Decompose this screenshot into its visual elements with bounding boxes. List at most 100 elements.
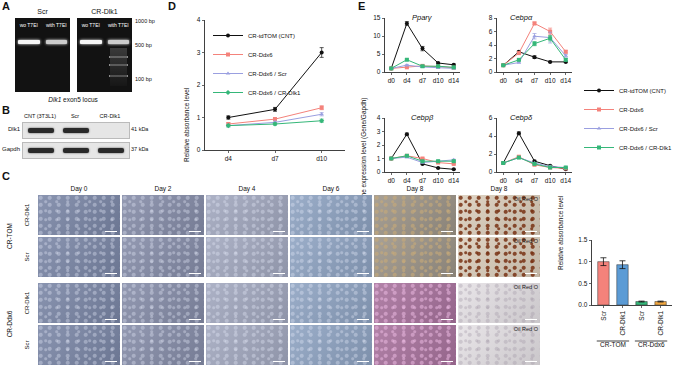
svg-text:6: 6 xyxy=(489,28,493,35)
svg-text:d4: d4 xyxy=(403,177,411,184)
svg-text:6: 6 xyxy=(489,114,493,121)
svg-text:d10: d10 xyxy=(433,177,444,184)
html-text:D: D xyxy=(168,0,176,12)
svg-text:d7: d7 xyxy=(531,77,539,84)
svg-text:CR-Ddx6: CR-Ddx6 xyxy=(248,52,273,58)
html-text:E: E xyxy=(358,0,366,12)
svg-text:d0: d0 xyxy=(388,177,396,184)
html-text:A: A xyxy=(2,0,10,12)
svg-text:d4: d4 xyxy=(403,77,411,84)
svg-text:d14: d14 xyxy=(448,77,459,84)
svg-text:1: 1 xyxy=(197,114,201,121)
svg-text:d7: d7 xyxy=(531,177,539,184)
html-text:CR-Dlk1: CR-Dlk1 xyxy=(91,7,118,15)
svg-text:CR-Ddx6 / Scr: CR-Ddx6 / Scr xyxy=(248,71,287,77)
svg-text:d10: d10 xyxy=(545,77,556,84)
svg-text:Scr: Scr xyxy=(638,310,645,321)
html-text:Day 8: Day 8 xyxy=(406,184,424,192)
svg-text:d14: d14 xyxy=(448,177,459,184)
svg-text:Pparγ: Pparγ xyxy=(412,13,433,22)
svg-text:d4: d4 xyxy=(225,155,233,162)
html-text:CR-Dlk1: CR-Dlk1 xyxy=(99,113,121,119)
svg-text:d7: d7 xyxy=(419,77,427,84)
html-text:Day 0: Day 0 xyxy=(70,184,88,192)
svg-text:4: 4 xyxy=(377,114,381,121)
svg-text:Cebpα: Cebpα xyxy=(510,13,533,22)
svg-text:5: 5 xyxy=(377,50,381,57)
html-text:wo T7EI: wo T7EI xyxy=(81,22,100,28)
svg-text:2: 2 xyxy=(377,141,381,148)
svg-text:4: 4 xyxy=(197,16,201,23)
html-text:CNT (3T3L1): CNT (3T3L1) xyxy=(24,113,56,119)
html-text:1000 bp: 1000 bp xyxy=(135,18,155,24)
svg-text:Cebpβ: Cebpβ xyxy=(411,113,434,122)
html-text:Day 6: Day 6 xyxy=(322,184,340,192)
svg-text:CR-Ddx6 / CR-Dlk1: CR-Ddx6 / CR-Dlk1 xyxy=(619,145,672,151)
svg-text:d7: d7 xyxy=(419,177,427,184)
svg-text:CR-Dlk1: CR-Dlk1 xyxy=(657,311,664,336)
svg-text:Relative absorbance level: Relative absorbance level xyxy=(557,195,564,270)
svg-text:1.0: 1.0 xyxy=(578,258,587,265)
svg-text:Relative gene expression level: Relative gene expression level (Gene/Gap… xyxy=(360,97,368,229)
svg-text:CR-TOM: CR-TOM xyxy=(600,341,626,348)
svg-text:3: 3 xyxy=(197,49,201,56)
svg-text:0: 0 xyxy=(489,68,493,75)
svg-text:2: 2 xyxy=(489,150,493,157)
svg-text:3: 3 xyxy=(377,128,381,135)
html-text:CR-Ddx6: CR-Ddx6 xyxy=(5,310,13,338)
svg-text:Scr: Scr xyxy=(600,310,607,321)
html-text:Dlk1 exon5 locus: Dlk1 exon5 locus xyxy=(48,95,98,103)
svg-text:0.0: 0.0 xyxy=(578,301,587,308)
svg-text:d14: d14 xyxy=(560,77,571,84)
svg-text:Cebpδ: Cebpδ xyxy=(510,113,533,122)
svg-text:CR-Ddx6: CR-Ddx6 xyxy=(638,341,665,348)
svg-text:0: 0 xyxy=(377,168,381,175)
svg-text:d4: d4 xyxy=(515,177,523,184)
html-text:CR-TOM: CR-TOM xyxy=(5,223,13,249)
html-text:Day 2: Day 2 xyxy=(154,184,172,192)
html-text:B: B xyxy=(2,104,10,116)
svg-text:10: 10 xyxy=(373,32,381,39)
html-text:wo T7EI: wo T7EI xyxy=(19,22,38,28)
svg-text:CR-Dlk1: CR-Dlk1 xyxy=(619,311,626,336)
html-text:100 bp: 100 bp xyxy=(135,76,152,82)
svg-text:d10: d10 xyxy=(316,155,327,162)
html-text:Day 8: Day 8 xyxy=(490,184,508,192)
svg-text:0: 0 xyxy=(489,168,493,175)
svg-text:15: 15 xyxy=(373,14,381,21)
svg-text:CR-Ddx6 / Scr: CR-Ddx6 / Scr xyxy=(619,126,658,132)
svg-text:Relative absorbance level: Relative absorbance level xyxy=(183,87,190,162)
svg-text:1.5: 1.5 xyxy=(578,236,587,243)
html-text:Day 4: Day 4 xyxy=(238,184,256,192)
html-text:with T7EI: with T7EI xyxy=(107,22,129,28)
svg-text:0: 0 xyxy=(377,68,381,75)
svg-text:4: 4 xyxy=(489,132,493,139)
svg-text:d7: d7 xyxy=(271,155,279,162)
html-text:41 kDa: 41 kDa xyxy=(131,126,149,132)
svg-text:d0: d0 xyxy=(388,77,396,84)
html-text:Gapdh: Gapdh xyxy=(2,146,20,152)
html-text:Scr: Scr xyxy=(37,7,48,15)
svg-text:CR-tdTOM (CNT): CR-tdTOM (CNT) xyxy=(248,33,295,39)
html-text:Dlk1: Dlk1 xyxy=(8,126,20,132)
svg-text:d10: d10 xyxy=(545,177,556,184)
svg-text:d0: d0 xyxy=(500,77,508,84)
svg-text:0.5: 0.5 xyxy=(578,280,587,287)
svg-text:2: 2 xyxy=(197,81,201,88)
html-text:with T7EI: with T7EI xyxy=(45,22,67,28)
svg-text:1: 1 xyxy=(377,155,381,162)
svg-text:d10: d10 xyxy=(433,77,444,84)
svg-text:4: 4 xyxy=(489,41,493,48)
svg-text:d4: d4 xyxy=(515,77,523,84)
html-text:500 bp: 500 bp xyxy=(135,42,152,48)
html-text:Scr: Scr xyxy=(70,113,80,119)
svg-text:0: 0 xyxy=(197,146,201,153)
svg-text:d0: d0 xyxy=(500,177,508,184)
svg-text:CR-Ddx6 / CR-Dlk1: CR-Ddx6 / CR-Dlk1 xyxy=(248,90,301,96)
svg-text:2: 2 xyxy=(489,55,493,62)
svg-text:8: 8 xyxy=(489,14,493,21)
svg-text:d14: d14 xyxy=(560,177,571,184)
html-text:C: C xyxy=(2,170,10,182)
svg-text:CR-tdTOM (CNT): CR-tdTOM (CNT) xyxy=(619,88,666,94)
svg-text:CR-Ddx6: CR-Ddx6 xyxy=(619,107,644,113)
